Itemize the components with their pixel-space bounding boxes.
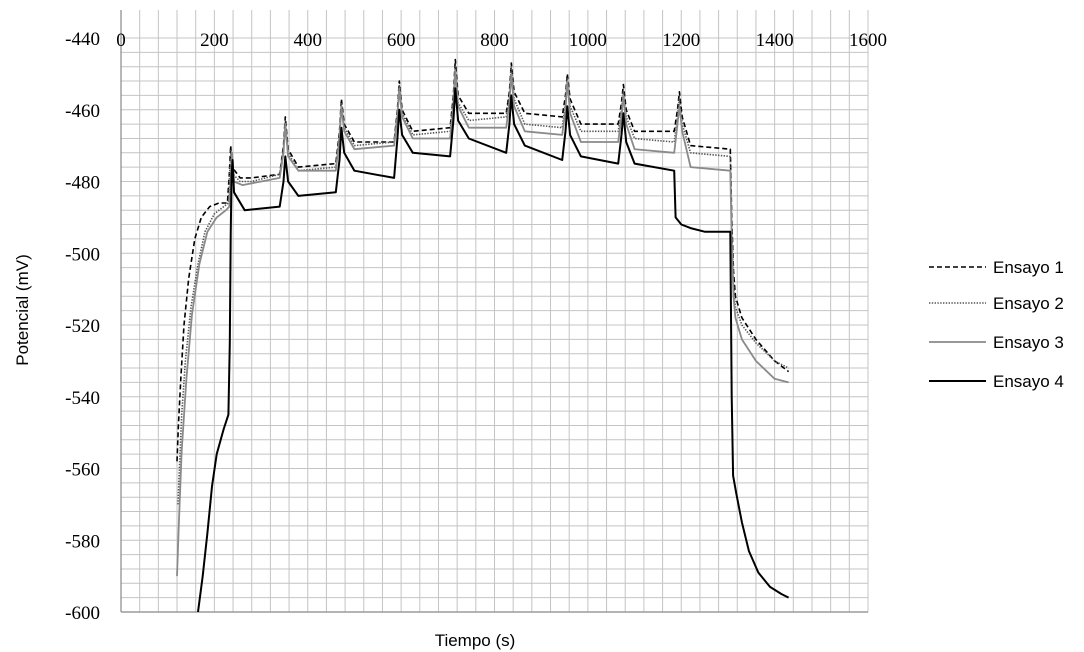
- grid-lines: [120, 10, 869, 613]
- x-tick-label: 1200: [662, 30, 700, 51]
- y-tick-label: -580: [65, 531, 100, 552]
- legend-label: Ensayo 1: [993, 258, 1064, 277]
- y-tick-label: -520: [65, 316, 100, 337]
- x-tick-labels: 0 200 400 600 800 1000 1200 1400 1600: [116, 30, 887, 51]
- x-tick-label: 400: [294, 30, 323, 51]
- y-tick-label: -500: [65, 244, 100, 265]
- y-tick-labels: -440 -460 -480 -500 -520 -540 -560 -580 -600: [65, 29, 100, 624]
- x-tick-label: 800: [480, 30, 509, 51]
- x-tick-label: 200: [200, 30, 229, 51]
- legend: Ensayo 1 Ensayo 2 Ensayo 3 Ensayo 4: [929, 258, 1064, 391]
- x-tick-label: 600: [387, 30, 416, 51]
- y-tick-label: -480: [65, 173, 100, 194]
- series-line-ensayo-3: [176, 69, 789, 577]
- series-lines: [176, 58, 790, 613]
- y-tick-label: -460: [65, 101, 100, 122]
- x-tick-label: 1000: [569, 30, 607, 51]
- legend-label: Ensayo 4: [993, 372, 1064, 391]
- x-tick-label: 1400: [756, 30, 794, 51]
- series-line-ensayo-2: [177, 65, 789, 505]
- y-tick-label: -560: [65, 460, 100, 481]
- y-tick-label: -540: [65, 388, 100, 409]
- series-line-ensayo-4: [197, 87, 790, 613]
- x-tick-label: 0: [116, 30, 126, 51]
- legend-label: Ensayo 2: [993, 294, 1064, 313]
- x-tick-label: 1600: [849, 30, 887, 51]
- y-tick-label: -440: [65, 29, 100, 50]
- legend-label: Ensayo 3: [993, 333, 1064, 352]
- y-tick-label: -600: [65, 603, 100, 624]
- x-axis-title: Tiempo (s): [435, 631, 516, 650]
- series-line-ensayo-1: [176, 58, 790, 462]
- y-axis-title: Potencial (mV): [13, 254, 32, 365]
